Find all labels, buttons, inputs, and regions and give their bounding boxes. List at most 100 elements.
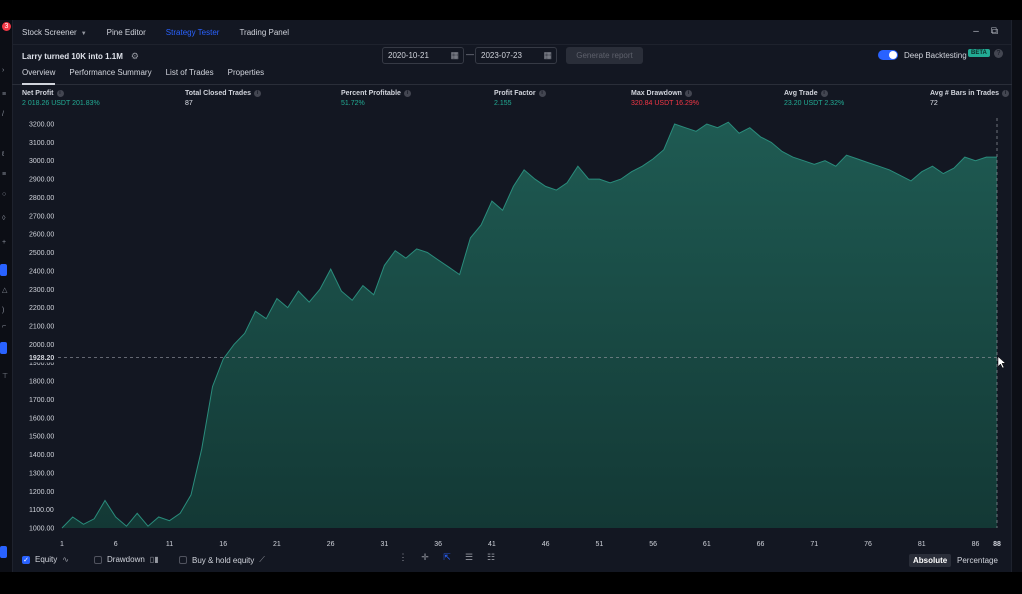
drawdown-label: Drawdown — [107, 555, 145, 564]
generate-report-button[interactable]: Generate report — [566, 47, 643, 64]
toolbar-active-icon[interactable] — [0, 264, 7, 276]
tab-stock-screener[interactable]: Stock Screener ▼ — [12, 28, 97, 37]
y-axis-tick-label: 1900.00 — [29, 360, 54, 367]
toolbar-icon[interactable]: ℓ — [2, 151, 5, 158]
toolbar-icon[interactable]: ⌐ — [2, 323, 7, 330]
tab-pine-editor[interactable]: Pine Editor — [106, 27, 146, 37]
tab-strategy-tester[interactable]: Strategy Tester — [165, 27, 220, 37]
percentage-button[interactable]: Percentage — [957, 556, 998, 565]
strategy-tester-panel: 3 › ≡ / ℓ ≡ ○ ◊ + △ ) ⌐ ⊤ Stock Screener… — [0, 20, 1022, 572]
x-axis-tick-label: 76 — [864, 541, 872, 548]
metric-label: Max Drawdown — [631, 90, 682, 97]
cursor-icon[interactable]: ⇱ — [443, 552, 451, 562]
toolbar-active-icon[interactable] — [0, 546, 7, 558]
toolbar-icon[interactable]: + — [2, 239, 7, 246]
metric-avg-bars: Avg # Bars in Trades i 72 — [930, 90, 1009, 107]
help-icon[interactable]: ? — [994, 49, 1003, 58]
tab-performance-summary[interactable]: Performance Summary — [69, 68, 152, 77]
toolbar-icon[interactable]: ○ — [2, 191, 7, 198]
y-axis-tick-label: 1400.00 — [29, 452, 54, 459]
metrics-row: Net Profit i 2 018.26 USDT 201.83% Total … — [12, 90, 1012, 114]
settings-list-icon[interactable]: ☷ — [486, 552, 496, 562]
metric-value: 320.84 USDT — [631, 100, 674, 107]
deep-backtesting-label: Deep Backtesting — [904, 51, 967, 60]
date-range-separator: — — [466, 50, 474, 59]
toolbar-active-icon[interactable] — [0, 342, 7, 354]
equity-line — [61, 121, 997, 529]
panel-controls: – ⧉ — [973, 26, 998, 37]
metric-percent: 201.83% — [72, 100, 100, 107]
info-icon[interactable]: i — [538, 90, 546, 97]
top-navigation: Stock Screener ▼ Pine Editor Strategy Tes… — [12, 20, 1012, 45]
metric-max-drawdown: Max Drawdown i 320.84 USDT 16.29% — [631, 90, 699, 107]
info-icon[interactable]: i — [684, 90, 692, 97]
tab-overview[interactable]: Overview — [12, 68, 56, 85]
y-axis-tick-label: 1100.00 — [29, 507, 54, 514]
notification-badge[interactable]: 3 — [2, 22, 11, 31]
toolbar-icon[interactable]: › — [2, 67, 5, 74]
tab-label: Stock Screener — [22, 27, 77, 37]
equity-checkbox[interactable]: ✓ Equity ∿ — [22, 555, 69, 564]
x-axis-tick-label: 1 — [60, 541, 64, 548]
toolbar-icon[interactable]: △ — [2, 287, 8, 294]
metric-label: Profit Factor — [494, 90, 536, 97]
equity-area — [62, 122, 997, 528]
chart-options-bar: ✓ Equity ∿ Drawdown ▯▮ Buy & hold equity… — [12, 550, 1012, 572]
y-axis-tick-label: 2500.00 — [29, 250, 54, 257]
checkbox-checked[interactable]: ✓ — [22, 555, 30, 564]
buy-hold-checkbox[interactable]: Buy & hold equity ⟋ — [179, 555, 265, 565]
metric-percent-profitable: Percent Profitable i 51.72% — [341, 90, 411, 107]
left-toolbar: 3 › ≡ / ℓ ≡ ○ ◊ + △ ) ⌐ ⊤ — [0, 20, 13, 572]
drag-handle-icon[interactable]: ⋮ — [398, 552, 408, 562]
drawdown-checkbox[interactable]: Drawdown ▯▮ — [94, 555, 159, 564]
crosshair-icon[interactable]: ✛ — [421, 552, 429, 562]
equity-label: Equity — [35, 555, 58, 564]
toolbar-icon[interactable]: ⊤ — [2, 373, 9, 380]
absolute-button[interactable]: Absolute — [909, 554, 952, 567]
info-icon[interactable]: i — [1002, 90, 1009, 97]
toolbar-icon[interactable]: / — [2, 111, 4, 118]
calendar-icon[interactable]: ▦ — [450, 50, 459, 60]
date-from-field[interactable]: 2020-10-21 ▦ — [382, 47, 464, 64]
y-axis-tick-label: 3200.00 — [29, 122, 54, 129]
tab-list-of-trades[interactable]: List of Trades — [165, 68, 214, 77]
beta-badge: BETA — [968, 49, 990, 57]
crosshair-label: 1928.20 — [29, 355, 54, 362]
x-axis-tick-label: 16 — [219, 541, 227, 548]
minimize-icon[interactable]: – — [973, 26, 979, 37]
checkbox-unchecked[interactable] — [94, 555, 102, 564]
y-axis-tick-label: 1800.00 — [29, 379, 54, 386]
metric-avg-trade: Avg Trade i 23.20 USDT 2.32% — [784, 90, 844, 107]
metric-value: 51.72% — [341, 100, 365, 107]
gear-icon[interactable]: ⚙ — [130, 50, 139, 61]
date-to-field[interactable]: 2023-07-23 ▦ — [475, 47, 557, 64]
equity-chart[interactable]: 1000.00 1100.00 1200.00 1300.00 1400.00 1500.… — [12, 112, 1012, 562]
x-axis-tick-label: 41 — [488, 541, 496, 548]
range-icon[interactable]: ☰ — [464, 552, 474, 562]
deep-backtesting-toggle[interactable] — [878, 50, 898, 60]
equity-chart-svg[interactable]: 1000.00 1100.00 1200.00 1300.00 1400.00 1500.… — [12, 112, 1012, 552]
toolbar-icon[interactable]: ) — [2, 307, 5, 314]
y-axis-tick-label: 3000.00 — [29, 158, 54, 165]
metric-label: Percent Profitable — [341, 90, 401, 97]
tab-trading-panel[interactable]: Trading Panel — [239, 27, 289, 37]
metric-value: 2.155 — [494, 100, 512, 107]
toolbar-icon[interactable]: ≡ — [2, 91, 7, 98]
x-axis-tick-label: 11 — [166, 541, 173, 548]
info-icon[interactable]: i — [403, 90, 411, 97]
info-icon[interactable]: i — [254, 90, 261, 97]
date-to-value: 2023-07-23 — [481, 51, 522, 60]
calendar-icon[interactable]: ▦ — [543, 50, 552, 60]
line-chart-icon: ∿ — [62, 555, 69, 564]
toolbar-icon[interactable]: ≡ — [2, 171, 7, 178]
toolbar-icon[interactable]: ◊ — [2, 215, 6, 222]
mouse-cursor-icon — [997, 355, 1007, 369]
y-axis-tick-label: 2700.00 — [29, 213, 54, 220]
line-chart-icon: ⟋ — [259, 555, 265, 564]
tab-properties[interactable]: Properties — [227, 68, 265, 77]
maximize-icon[interactable]: ⧉ — [990, 26, 998, 37]
info-icon[interactable]: i — [56, 90, 64, 97]
info-icon[interactable]: i — [820, 90, 828, 97]
x-axis-tick-label: 66 — [757, 541, 765, 548]
checkbox-unchecked[interactable] — [179, 556, 187, 564]
